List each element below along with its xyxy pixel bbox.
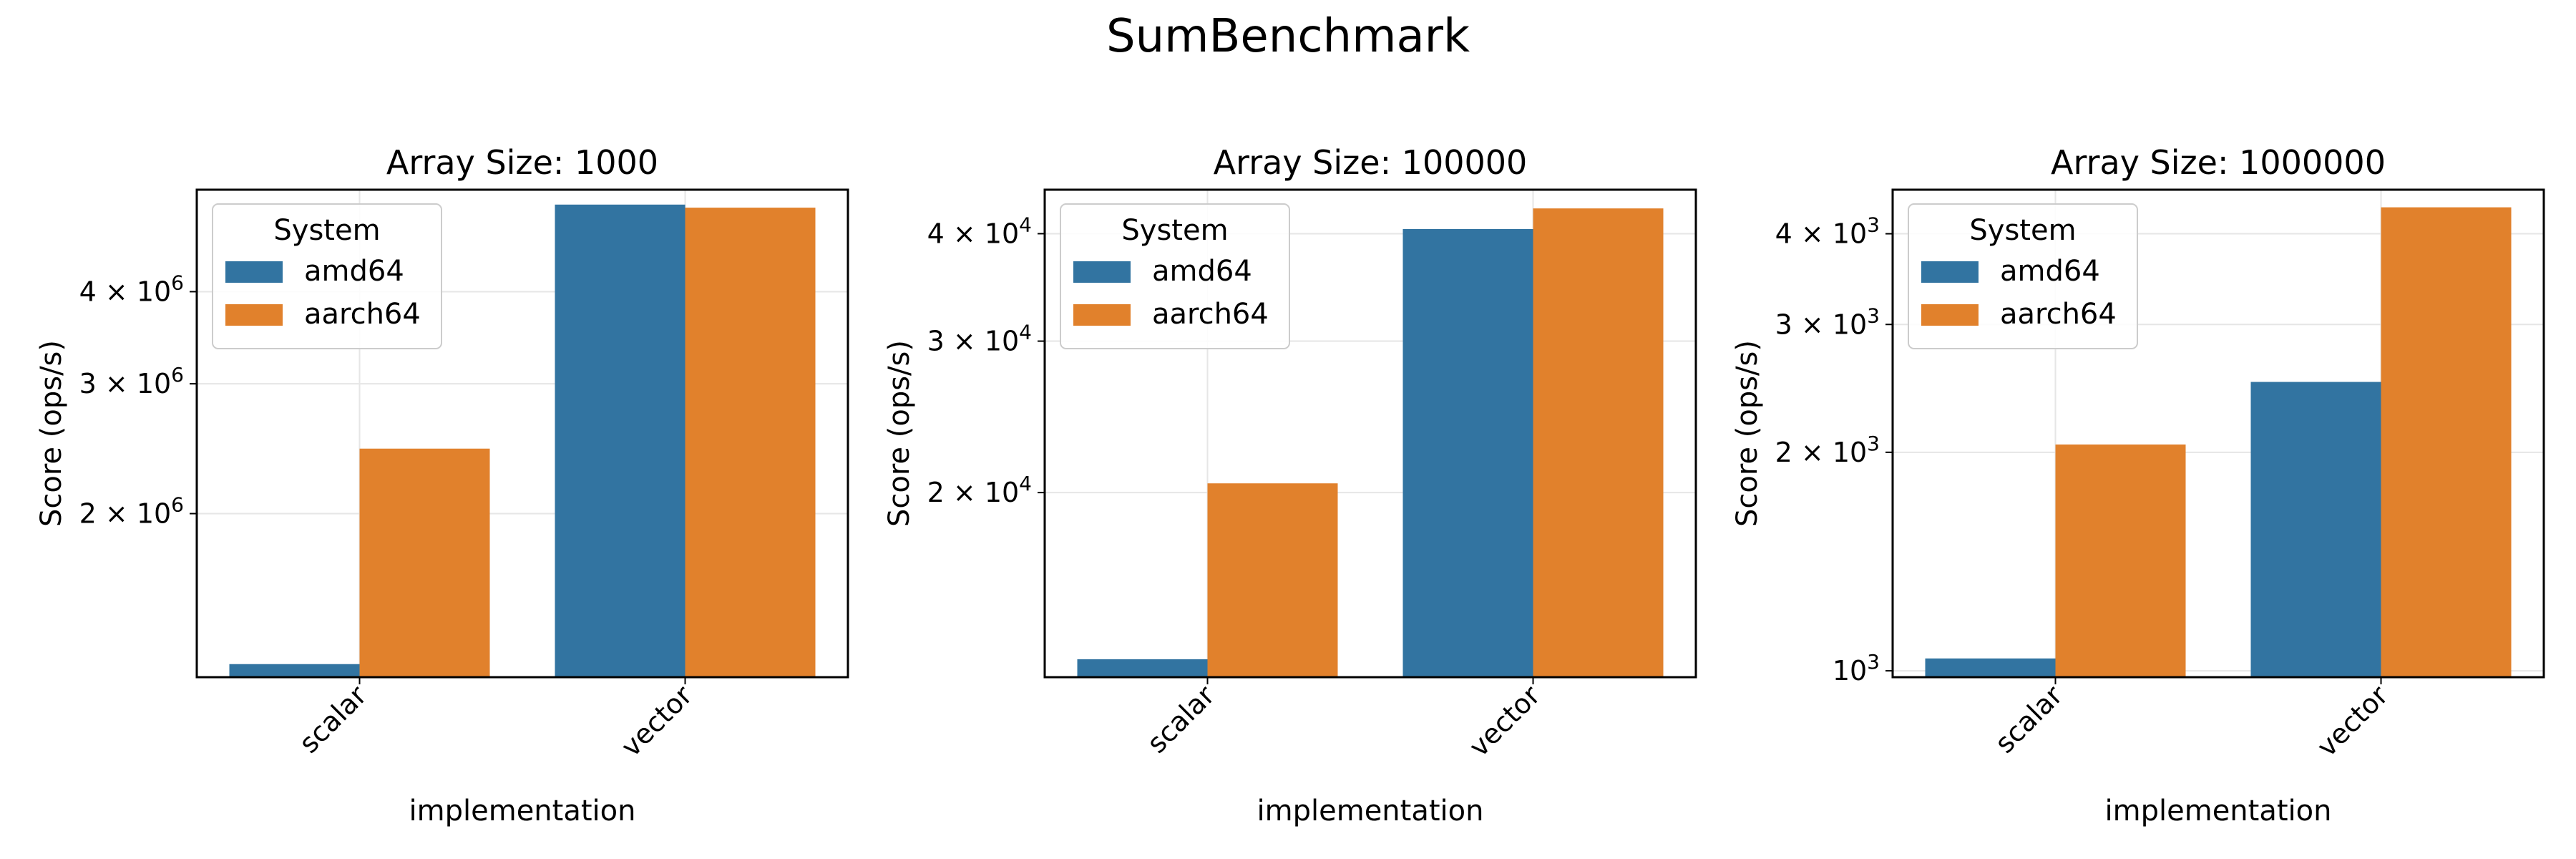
axes-frame bbox=[1043, 188, 1697, 679]
bar-amd64-vector bbox=[1402, 228, 1533, 677]
y-tick-label: 3 × 106 bbox=[79, 363, 184, 399]
x-axis-label: implementation bbox=[2105, 795, 2332, 828]
bar-aarch64-scalar bbox=[359, 448, 490, 677]
legend-swatch-amd64 bbox=[225, 261, 283, 283]
panel-title: Array Size: 1000 bbox=[386, 143, 658, 182]
bar-aarch64-vector bbox=[1533, 208, 1664, 677]
x-axis-label: implementation bbox=[1257, 795, 1484, 828]
y-tick-label: 3 × 104 bbox=[927, 321, 1032, 357]
legend-label-amd64: amd64 bbox=[304, 255, 404, 288]
x-tick-label: scalar bbox=[293, 679, 374, 759]
legend-swatch-aarch64 bbox=[1921, 304, 1979, 326]
bar-aarch64-vector bbox=[685, 208, 816, 678]
y-tick-label: 3 × 103 bbox=[1775, 304, 1880, 340]
legend-title: System bbox=[1969, 214, 2076, 247]
y-tick-label: 2 × 104 bbox=[927, 472, 1032, 508]
panel-title: Array Size: 1000000 bbox=[2051, 143, 2386, 182]
legend-title: System bbox=[1121, 214, 1228, 247]
bar-amd64-scalar bbox=[229, 664, 360, 677]
y-tick-label: 103 bbox=[1833, 650, 1880, 686]
bar-amd64-vector bbox=[2250, 382, 2381, 677]
bar-aarch64-scalar bbox=[2055, 444, 2186, 677]
y-axis-label: Score (ops/s) bbox=[1731, 340, 1764, 527]
chart-panel: 103 2 × 103 3 × 103 4 × 103 scalar vector Arra… bbox=[1731, 143, 2545, 828]
y-tick-label: 4 × 106 bbox=[79, 271, 184, 307]
x-tick-label: vector bbox=[1463, 679, 1547, 763]
x-tick-label: vector bbox=[615, 679, 699, 763]
panel-title: Array Size: 100000 bbox=[1214, 143, 1528, 182]
legend-swatch-amd64 bbox=[1921, 261, 1979, 283]
legend-title: System bbox=[273, 214, 380, 247]
figure-title: SumBenchmark bbox=[1106, 10, 1470, 63]
bar-aarch64-scalar bbox=[1207, 483, 1338, 677]
legend: System amd64 aarch64 bbox=[212, 203, 442, 349]
chart-panel: 2 × 104 3 × 104 4 × 104 scalar vector Array S… bbox=[883, 143, 1697, 828]
legend: System amd64 aarch64 bbox=[1908, 203, 2138, 349]
x-axis-label: implementation bbox=[409, 795, 636, 828]
bar-amd64-scalar bbox=[1077, 659, 1208, 677]
legend: System amd64 aarch64 bbox=[1060, 203, 1290, 349]
x-tick-label: scalar bbox=[1141, 679, 1221, 759]
x-tick-label: vector bbox=[2311, 679, 2395, 763]
y-axis-label: Score (ops/s) bbox=[883, 340, 916, 527]
y-tick-label: 4 × 104 bbox=[927, 213, 1032, 249]
y-tick-label: 4 × 103 bbox=[1775, 213, 1880, 250]
legend-label-aarch64: aarch64 bbox=[2000, 298, 2117, 331]
legend-swatch-amd64 bbox=[1073, 261, 1131, 283]
legend-swatch-aarch64 bbox=[225, 304, 283, 326]
legend-label-aarch64: aarch64 bbox=[1152, 298, 1269, 331]
legend-label-amd64: amd64 bbox=[2000, 255, 2100, 288]
chart-panel: 2 × 106 3 × 106 4 × 106 scalar vector Array S… bbox=[35, 143, 849, 828]
x-tick-label: scalar bbox=[1989, 679, 2069, 759]
axes-frame bbox=[1891, 188, 2545, 679]
legend-label-aarch64: aarch64 bbox=[304, 298, 421, 331]
y-axis-label: Score (ops/s) bbox=[35, 340, 68, 527]
bar-aarch64-vector bbox=[2381, 207, 2512, 678]
legend-label-amd64: amd64 bbox=[1152, 255, 1252, 288]
legend-swatch-aarch64 bbox=[1073, 304, 1131, 326]
bar-amd64-vector bbox=[555, 204, 686, 677]
bar-amd64-scalar bbox=[1925, 658, 2056, 677]
axes-frame bbox=[195, 188, 849, 679]
y-tick-label: 2 × 103 bbox=[1775, 432, 1880, 468]
y-tick-label: 2 × 106 bbox=[79, 493, 184, 530]
